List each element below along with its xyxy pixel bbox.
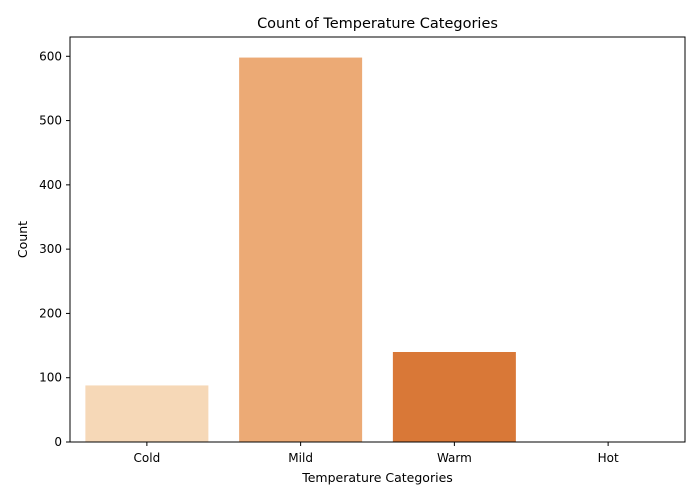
x-tick-label: Cold xyxy=(134,451,161,465)
plot-frame xyxy=(69,36,686,443)
y-tick-label: 500 xyxy=(39,114,62,128)
bar-cold xyxy=(85,385,209,442)
x-axis-label: Temperature Categories xyxy=(301,470,453,485)
x-tick-label: Mild xyxy=(288,451,313,465)
y-tick-label: 600 xyxy=(39,49,62,63)
bar-warm xyxy=(392,352,516,442)
y-tick-label: 300 xyxy=(39,242,62,256)
y-tick-label: 100 xyxy=(39,371,62,385)
y-tick-label: 200 xyxy=(39,306,62,320)
x-tick-label: Hot xyxy=(598,451,619,465)
x-tick-label: Warm xyxy=(437,451,472,465)
bar-mild xyxy=(239,57,363,442)
y-tick-label: 400 xyxy=(39,178,62,192)
chart-title: Count of Temperature Categories xyxy=(257,16,498,32)
plot-area: Cold Mild Warm Hot 0 100 200 300 400 500 600 xyxy=(39,36,686,465)
y-axis-label: Count xyxy=(15,221,30,258)
y-tick-label: 0 xyxy=(54,435,62,449)
